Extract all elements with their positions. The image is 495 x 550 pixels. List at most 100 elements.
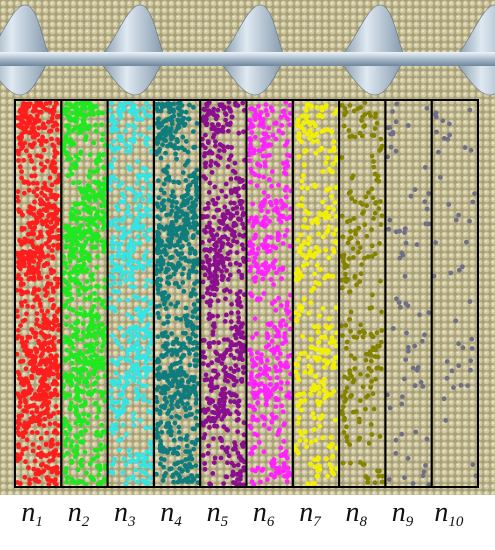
particle bbox=[156, 276, 161, 282]
particle bbox=[113, 426, 119, 432]
particle bbox=[251, 147, 257, 153]
particle bbox=[287, 326, 293, 332]
particle bbox=[263, 270, 268, 276]
particle bbox=[156, 120, 162, 126]
particle bbox=[45, 158, 50, 164]
particle bbox=[31, 231, 37, 237]
particle bbox=[378, 222, 384, 227]
particle bbox=[174, 156, 179, 162]
particle bbox=[28, 359, 34, 365]
particle bbox=[134, 339, 140, 345]
particle bbox=[64, 101, 70, 106]
particle bbox=[121, 231, 127, 237]
particle bbox=[351, 255, 356, 260]
particle bbox=[46, 119, 51, 125]
particle bbox=[393, 119, 399, 125]
particle bbox=[42, 193, 48, 199]
particle bbox=[274, 368, 279, 374]
particle bbox=[295, 267, 301, 272]
particle bbox=[339, 155, 345, 160]
particle bbox=[346, 128, 352, 133]
particle bbox=[359, 262, 365, 267]
particle bbox=[364, 203, 370, 209]
particle bbox=[341, 430, 347, 435]
particle bbox=[255, 265, 261, 271]
particle bbox=[219, 391, 224, 396]
particle bbox=[164, 280, 170, 285]
particle bbox=[360, 334, 366, 340]
particle bbox=[110, 470, 116, 476]
particle bbox=[470, 462, 476, 468]
particle bbox=[144, 325, 150, 330]
particle bbox=[169, 193, 175, 199]
particle bbox=[274, 200, 279, 206]
particle bbox=[195, 473, 200, 479]
particle bbox=[223, 181, 229, 187]
particle bbox=[239, 178, 244, 184]
particle bbox=[108, 255, 114, 261]
particle bbox=[131, 245, 137, 251]
particle bbox=[259, 468, 265, 473]
particle bbox=[219, 416, 225, 422]
particle bbox=[362, 222, 368, 228]
particle bbox=[33, 334, 38, 340]
particle bbox=[15, 369, 21, 375]
particle bbox=[203, 229, 209, 235]
particle bbox=[141, 462, 146, 468]
particle bbox=[157, 446, 163, 452]
particle bbox=[212, 324, 217, 330]
particle bbox=[118, 115, 124, 121]
label-subscript: 1 bbox=[35, 514, 43, 530]
particle bbox=[31, 212, 37, 217]
particle bbox=[148, 446, 154, 452]
particle bbox=[23, 446, 29, 451]
particle bbox=[38, 161, 44, 167]
particle bbox=[285, 465, 291, 471]
particle bbox=[464, 239, 469, 245]
particle bbox=[209, 122, 215, 127]
particle bbox=[310, 481, 315, 486]
particle bbox=[225, 445, 231, 451]
particle bbox=[252, 407, 258, 413]
particle bbox=[371, 216, 376, 221]
particle bbox=[184, 321, 190, 326]
particle bbox=[400, 394, 405, 399]
particle bbox=[41, 468, 47, 474]
particle bbox=[158, 255, 164, 260]
particle bbox=[279, 123, 285, 128]
particle bbox=[21, 190, 27, 196]
particle bbox=[134, 117, 140, 122]
particle bbox=[139, 117, 145, 122]
particle bbox=[48, 439, 54, 445]
particle bbox=[328, 435, 334, 440]
particle bbox=[24, 339, 29, 344]
particle bbox=[30, 368, 36, 374]
particle bbox=[117, 102, 123, 108]
particle bbox=[165, 143, 170, 149]
particle bbox=[372, 210, 378, 216]
particle bbox=[178, 436, 184, 442]
particle bbox=[221, 424, 227, 430]
particle bbox=[183, 345, 188, 350]
particle bbox=[98, 446, 104, 452]
particle bbox=[215, 313, 221, 319]
particle bbox=[107, 118, 113, 123]
particle bbox=[371, 159, 376, 164]
particle bbox=[339, 323, 344, 329]
particle bbox=[271, 265, 277, 271]
particle bbox=[254, 394, 260, 399]
particle bbox=[45, 253, 51, 259]
particle bbox=[346, 190, 352, 196]
particle bbox=[262, 163, 268, 169]
particle bbox=[142, 232, 148, 238]
particle bbox=[131, 334, 136, 340]
particle bbox=[143, 360, 149, 365]
particle bbox=[209, 170, 215, 175]
particle bbox=[426, 482, 432, 487]
particle bbox=[333, 185, 339, 190]
particle bbox=[36, 445, 42, 451]
particle bbox=[137, 211, 143, 217]
particle bbox=[165, 319, 171, 325]
particle bbox=[248, 376, 254, 382]
particle bbox=[443, 418, 449, 423]
